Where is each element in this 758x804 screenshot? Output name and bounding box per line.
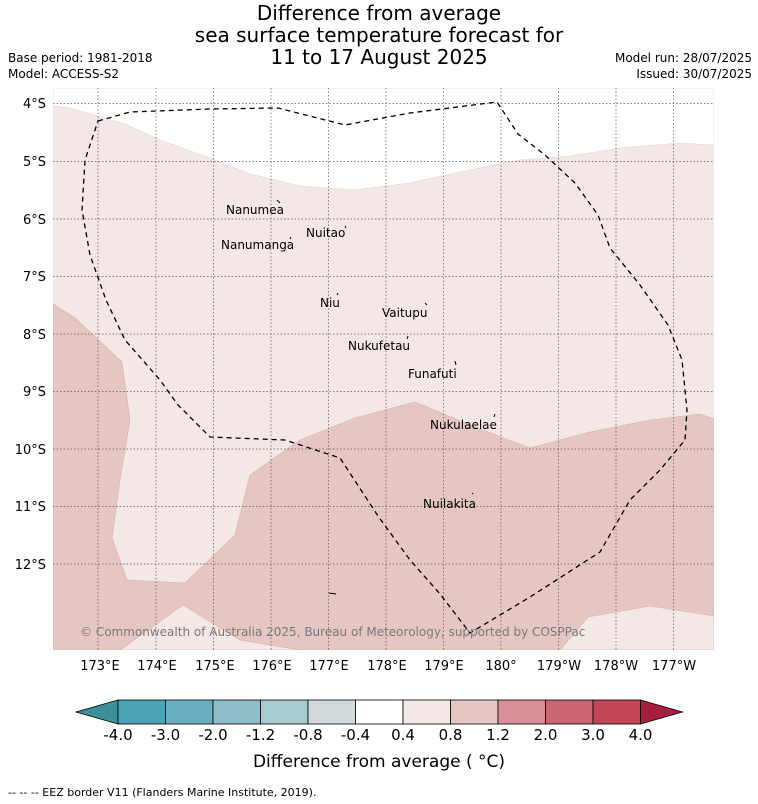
- gridlines: [53, 88, 714, 650]
- title-line-3: 11 to 17 August 2025: [270, 45, 488, 69]
- colorbar-title: Difference from average ( °C): [252, 752, 506, 772]
- place-label: Funafuti: [408, 367, 457, 381]
- colorbar-segment: [307, 699, 356, 725]
- colorbar-segment: [545, 699, 594, 725]
- lon-label: 179°W: [537, 659, 581, 674]
- colorbar-tick-label: -3.0: [150, 726, 181, 744]
- colorbar-segment: [355, 699, 404, 725]
- lon-label: 177°E: [309, 659, 349, 674]
- lat-label: 4°S: [23, 97, 46, 112]
- place-label: Nanumanga: [221, 238, 294, 252]
- colorbar-tick-label: -0.8: [293, 726, 323, 744]
- issued-date: Issued: 30/07/2025: [636, 67, 752, 81]
- colorbar-segment: [117, 699, 166, 725]
- island-shapes: [276, 199, 496, 595]
- copyright-notice: © Commonwealth of Australia 2025, Bureau…: [80, 625, 585, 639]
- place-label: Niu: [320, 296, 340, 310]
- lon-label: 178°E: [367, 659, 407, 674]
- place-label: Nuitao: [306, 226, 345, 240]
- colorbar-tick-label: -2.0: [198, 726, 228, 744]
- place-label: Nuilakita: [423, 497, 476, 511]
- lon-label: 176°E: [252, 659, 292, 674]
- eez-legend-note: -- -- -- EEZ border V11 (Flanders Marine…: [8, 786, 317, 799]
- sst-anomaly-fill: [53, 88, 714, 650]
- colorbar-segment: [497, 699, 546, 725]
- lon-label: 173°E: [80, 659, 120, 674]
- colorbar-tick-label: 4.0: [628, 726, 653, 744]
- lat-label: 11°S: [15, 500, 46, 515]
- title-line-2: sea surface temperature forecast for: [194, 23, 564, 47]
- model-run: Model run: 28/07/2025: [614, 51, 752, 65]
- lat-label: 10°S: [15, 443, 46, 458]
- colorbar-tick-label: 1.2: [486, 726, 510, 744]
- anomaly-region-neutral: [53, 88, 714, 191]
- lat-label: 12°S: [15, 558, 46, 573]
- lon-label: 179°E: [424, 659, 464, 674]
- colorbar-tick-label: 2.0: [533, 726, 558, 744]
- colorbar-tick-label: 0.4: [391, 726, 415, 744]
- colorbar-tick-label: -0.4: [340, 726, 371, 744]
- colorbar-tick-label: 3.0: [581, 726, 605, 744]
- lon-label: 178°W: [594, 659, 638, 674]
- lat-label: 8°S: [23, 328, 46, 343]
- colorbar-segment: [402, 699, 451, 725]
- colorbar-segment: [592, 699, 641, 725]
- colorbar-arrow-low: [74, 699, 119, 725]
- colorbar-segment: [450, 699, 499, 725]
- colorbar-arrow-high: [640, 699, 684, 725]
- place-label: Nukufetau: [348, 339, 410, 353]
- colorbar-segment: [212, 699, 261, 725]
- anomaly-region-warm: [53, 303, 714, 650]
- title-line-1: Difference from average: [256, 1, 502, 25]
- colorbar-tick-label: -1.2: [245, 726, 276, 744]
- place-label: Vaitupu: [382, 306, 428, 320]
- lat-label: 5°S: [23, 155, 46, 170]
- lat-label: 6°S: [23, 213, 46, 228]
- colorbar-tick-label: 0.8: [438, 726, 463, 744]
- colorbar-segment: [165, 699, 214, 725]
- base-period: Base period: 1981-2018: [8, 51, 153, 65]
- lat-label: 7°S: [23, 270, 46, 285]
- lon-label: 177°W: [652, 659, 696, 674]
- colorbar-segment: [260, 699, 309, 725]
- lon-label: 180°: [485, 659, 516, 674]
- colorbar-tick-label: -4.0: [103, 726, 133, 744]
- anomaly-pocket-se: [559, 605, 714, 650]
- place-label: Nanumea: [226, 203, 284, 217]
- anomaly-pocket-sw: [119, 604, 301, 650]
- place-label: Nukulaelae: [430, 418, 497, 432]
- colorbar: [74, 699, 684, 725]
- lon-label: 175°E: [195, 659, 235, 674]
- eez-border: [81, 101, 688, 634]
- lat-label: 9°S: [23, 385, 46, 400]
- lon-label: 174°E: [137, 659, 177, 674]
- model-name: Model: ACCESS-S2: [8, 67, 120, 81]
